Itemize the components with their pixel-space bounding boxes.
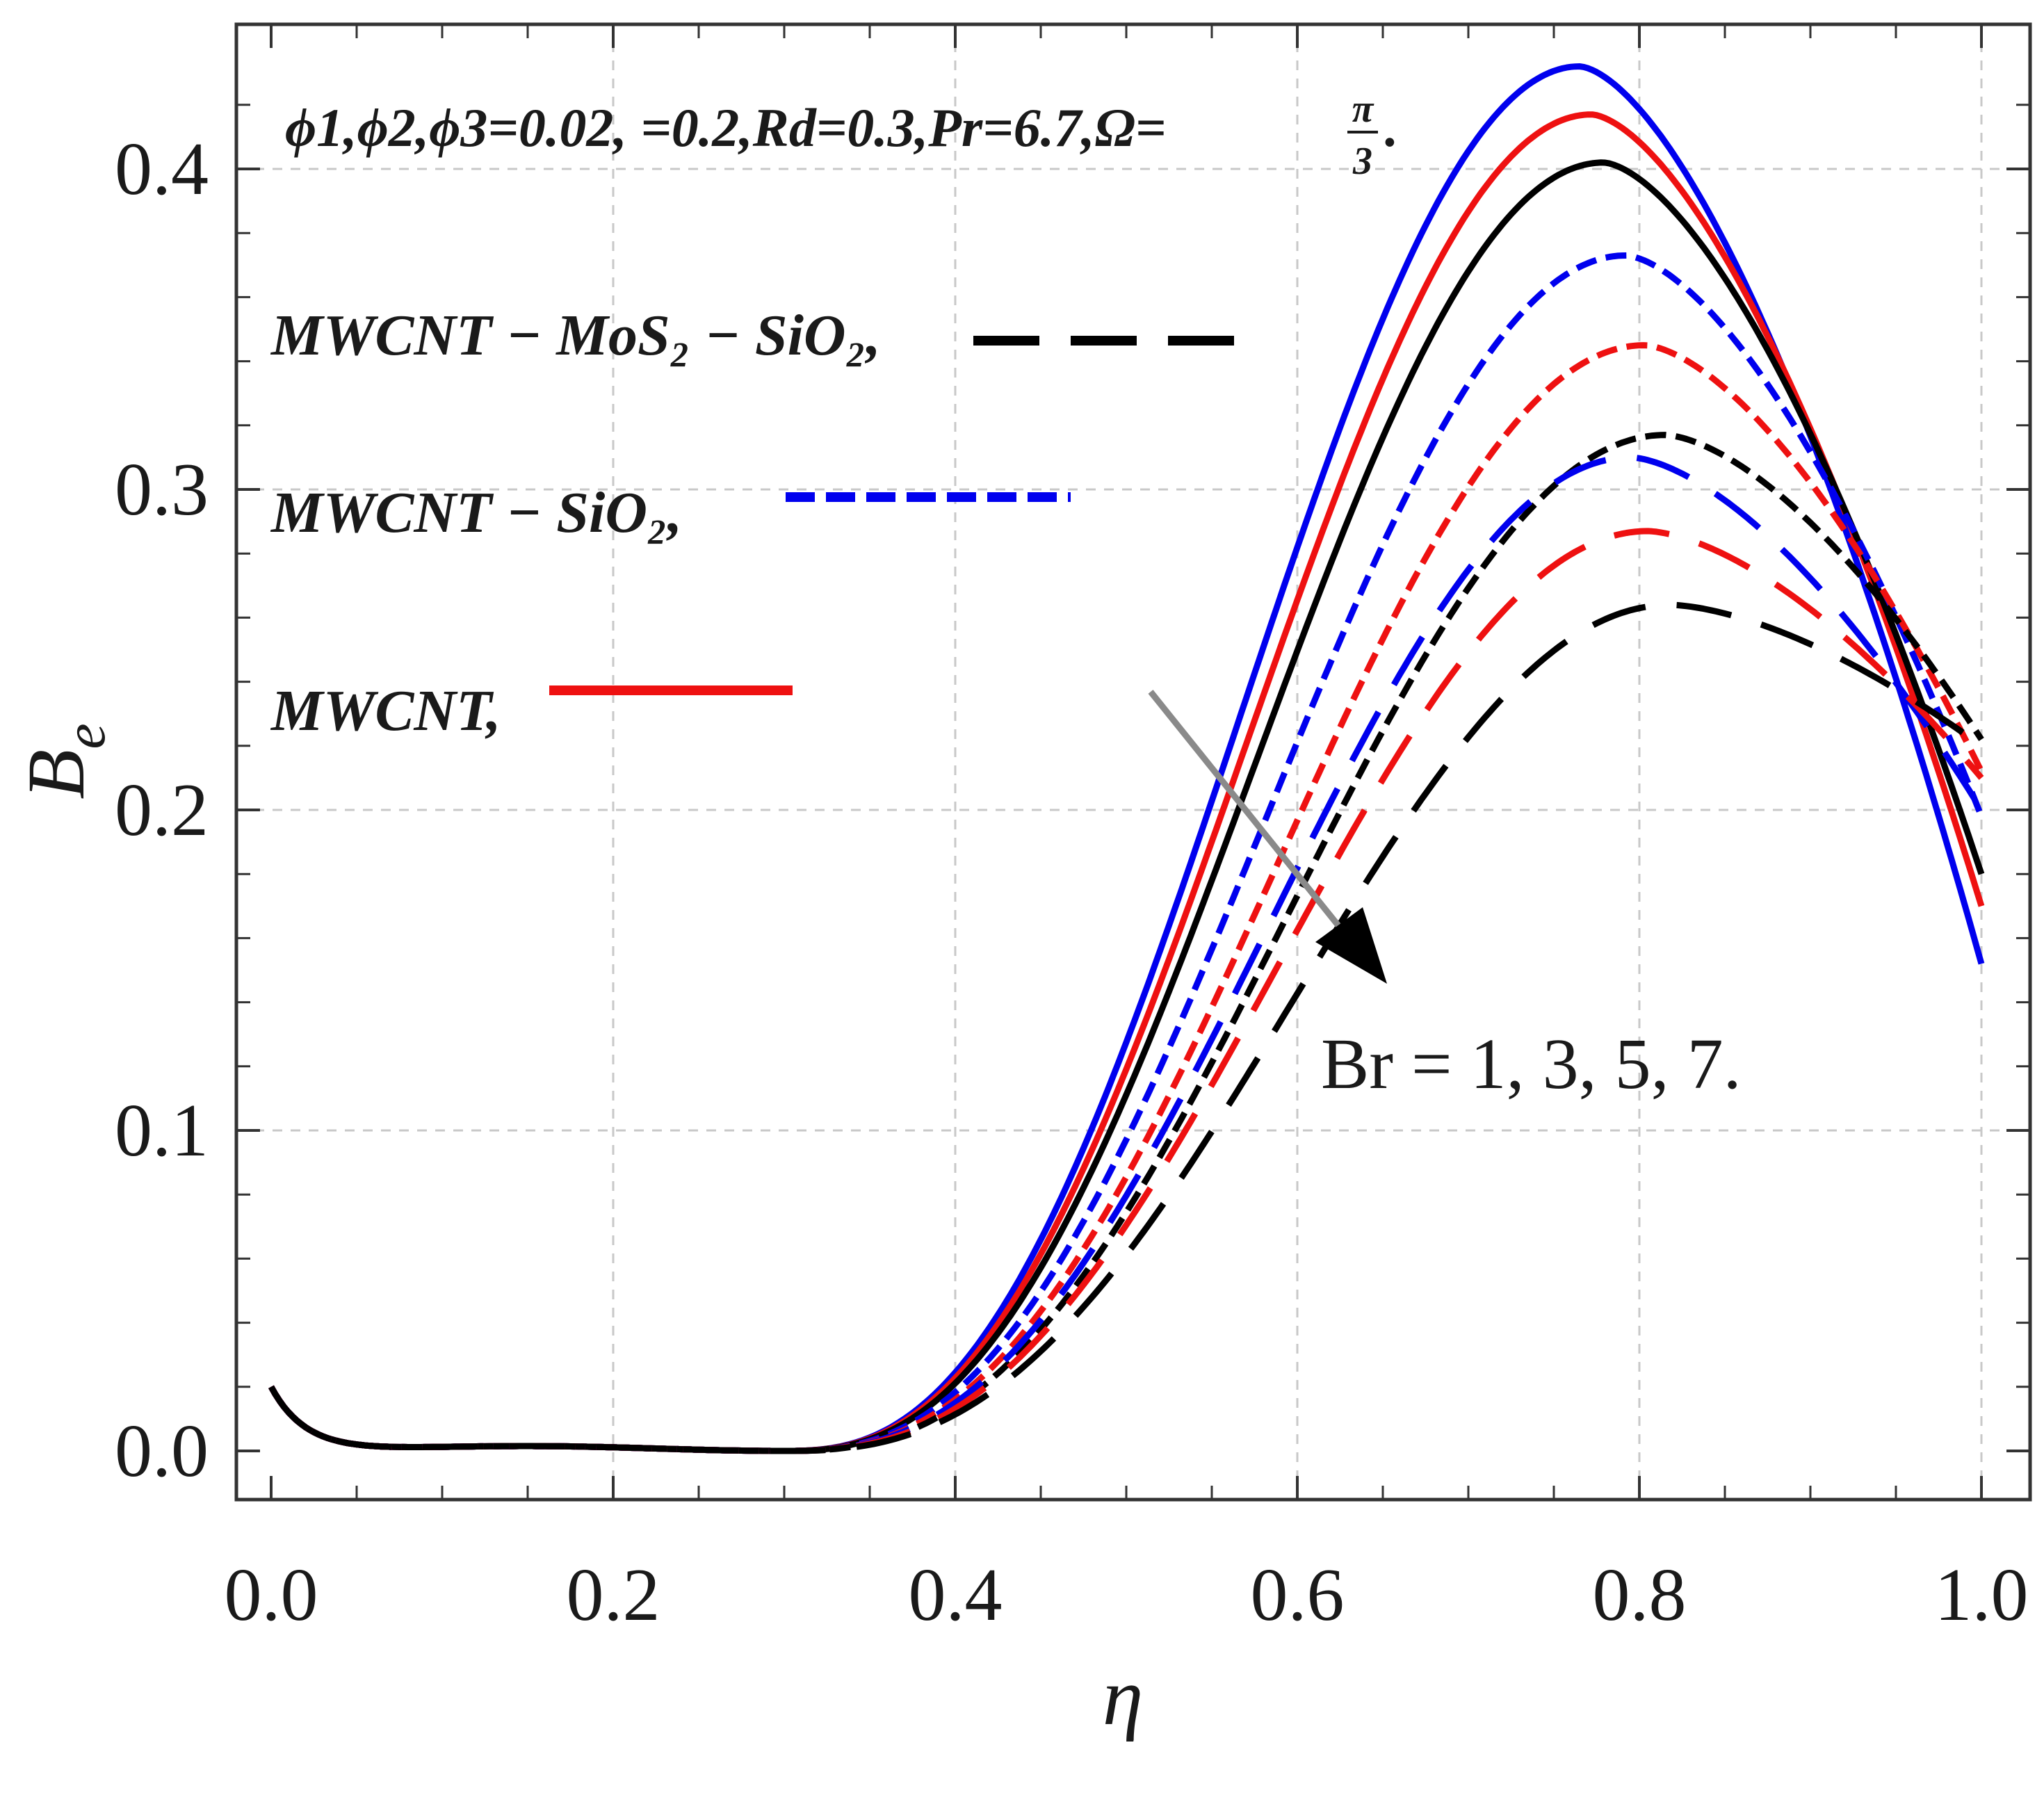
y-tick-label: 0.1 — [115, 1089, 209, 1172]
series-line — [268, 432, 1984, 1454]
legend-label-mono: MWCNT, — [270, 679, 501, 743]
axis-ticks: 0.0 0.2 0.4 0.6 0.8 1.0 0.0 0.1 0.2 0.3 0.4 — [115, 24, 2030, 1637]
y-tick-label: 0.4 — [115, 128, 209, 211]
y-axis-title-sub: e — [53, 723, 117, 749]
legend-label-ternary: MWCNT − MoS₂ − SiO₂, — [270, 303, 881, 368]
parameter-annotation-prefix: ϕ1,ϕ2,ϕ3=0.02, =0.2,Rd=0.3,Pr=6.7,Ω= — [285, 97, 1166, 158]
x-tick-label: 0.8 — [1593, 1554, 1687, 1637]
y-tick-label: 0.2 — [115, 769, 209, 852]
x-axis-title: η — [1103, 1651, 1144, 1742]
series-line — [268, 454, 1984, 1454]
y-axis-title-main: B — [10, 749, 102, 799]
series-line — [268, 528, 1984, 1454]
series-line — [268, 252, 1985, 1454]
grid-lines — [236, 24, 2030, 1500]
br-annotation: Br = 1, 3, 5, 7. — [1321, 1024, 1742, 1104]
x-tick-label: 0.6 — [1251, 1554, 1345, 1637]
br-arrow-head — [1315, 907, 1387, 984]
br-arrow-shaft — [1148, 690, 1352, 941]
legend-label-hybrid: MWCNT − SiO₂, — [270, 480, 682, 545]
x-tick-label: 1.0 — [1935, 1554, 2029, 1637]
pi-numerator: π — [1352, 88, 1374, 131]
x-tick-label: 0.4 — [909, 1554, 1003, 1637]
br-arrow — [1148, 690, 1387, 984]
x-tick-label: 0.0 — [225, 1554, 318, 1637]
curves — [268, 63, 1985, 1454]
plot-frame — [234, 22, 2032, 1502]
pi-denominator: 3 — [1352, 140, 1372, 183]
parameter-annotation: ϕ1,ϕ2,ϕ3=0.02, =0.2,Rd=0.3,Pr=6.7,Ω= — [285, 97, 1166, 158]
annotation-period: . — [1385, 97, 1399, 158]
y-axis-title: Be — [10, 723, 117, 799]
y-tick-label: 0.3 — [115, 448, 209, 531]
x-tick-label: 0.2 — [567, 1554, 660, 1637]
series-line — [268, 601, 1984, 1454]
y-tick-label: 0.0 — [115, 1410, 209, 1493]
legend: MWCNT − MoS₂ − SiO₂, MWCNT − SiO₂, MWCNT… — [270, 303, 1251, 743]
